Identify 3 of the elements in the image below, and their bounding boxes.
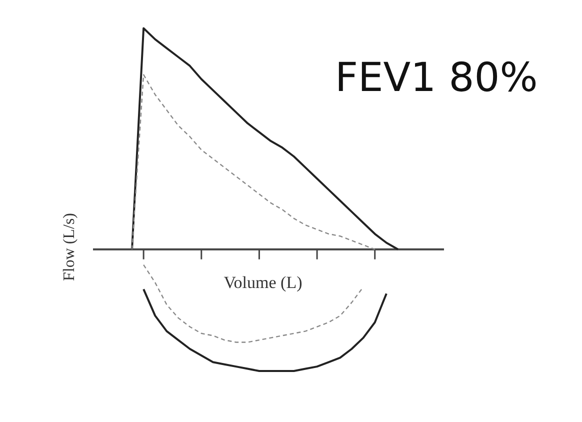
x-axis-title: Volume (L) bbox=[222, 273, 304, 293]
y-axis-title: Flow (L/s) bbox=[61, 212, 79, 283]
annotation: FEV1 80% bbox=[335, 55, 538, 101]
